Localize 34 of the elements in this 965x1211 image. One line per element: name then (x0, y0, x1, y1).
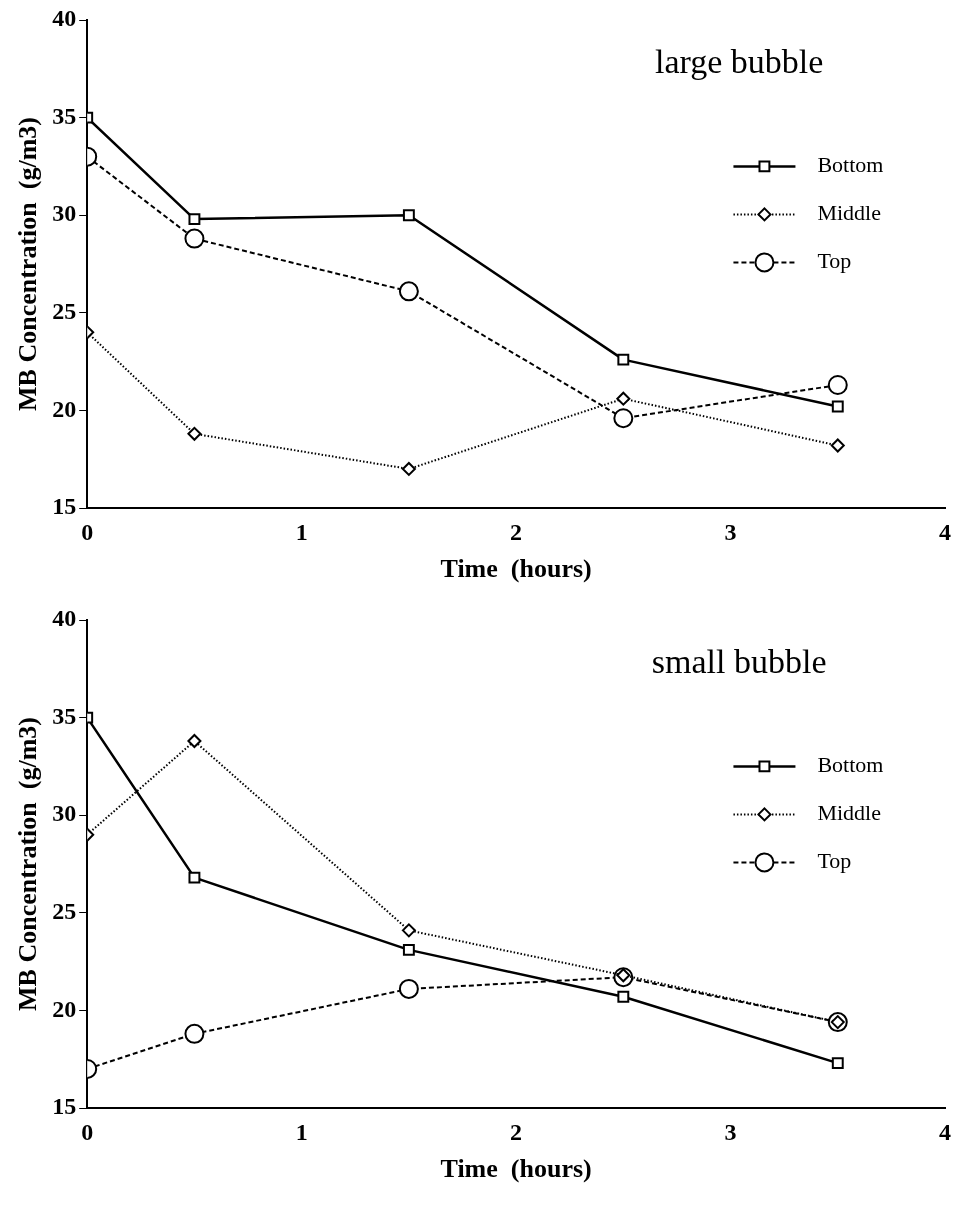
y-axis-title: MB Concentration (g/m3) (13, 117, 43, 411)
x-tick-label: 4 (939, 1118, 951, 1145)
legend-label: Middle (817, 800, 881, 826)
x-axis-title: Time (hours) (440, 554, 592, 584)
y-tick-label: 35 (52, 702, 77, 729)
y-tick-label: 30 (52, 200, 77, 227)
x-tick-label: 1 (295, 1118, 308, 1145)
x-tick-label: 0 (81, 1118, 94, 1145)
y-axis-title: MB Concentration (g/m3) (13, 717, 43, 1011)
text: large bubble (654, 42, 824, 80)
x-tick-label: 2 (510, 1118, 523, 1145)
legend-label: Middle (817, 200, 881, 226)
y-tick-label: 30 (52, 800, 77, 827)
y-tick-label: 35 (52, 102, 77, 129)
y-tick-label: 40 (52, 5, 77, 32)
legend-label: Bottom (817, 752, 884, 778)
y-tick-label: 20 (52, 995, 77, 1022)
y-tick-label: 15 (52, 493, 77, 520)
x-tick-label: 3 (724, 518, 737, 545)
y-tick-label: 25 (52, 898, 77, 924)
x-tick-label: 0 (81, 518, 94, 545)
legend-label: Top (817, 848, 852, 874)
x-tick-label: 2 (510, 518, 523, 545)
x-tick-label: 3 (724, 1118, 737, 1145)
text: small bubble (651, 642, 827, 680)
y-tick-label: 25 (52, 298, 77, 324)
x-tick-label: 4 (939, 518, 951, 545)
legend-label: Bottom (817, 152, 884, 178)
y-tick-label: 15 (52, 1093, 77, 1120)
y-tick-label: 20 (52, 395, 77, 422)
y-tick-label: 40 (52, 605, 77, 632)
x-tick-label: 1 (295, 518, 308, 545)
x-axis-title: Time (hours) (440, 1154, 592, 1184)
legend-label: Top (817, 248, 852, 274)
